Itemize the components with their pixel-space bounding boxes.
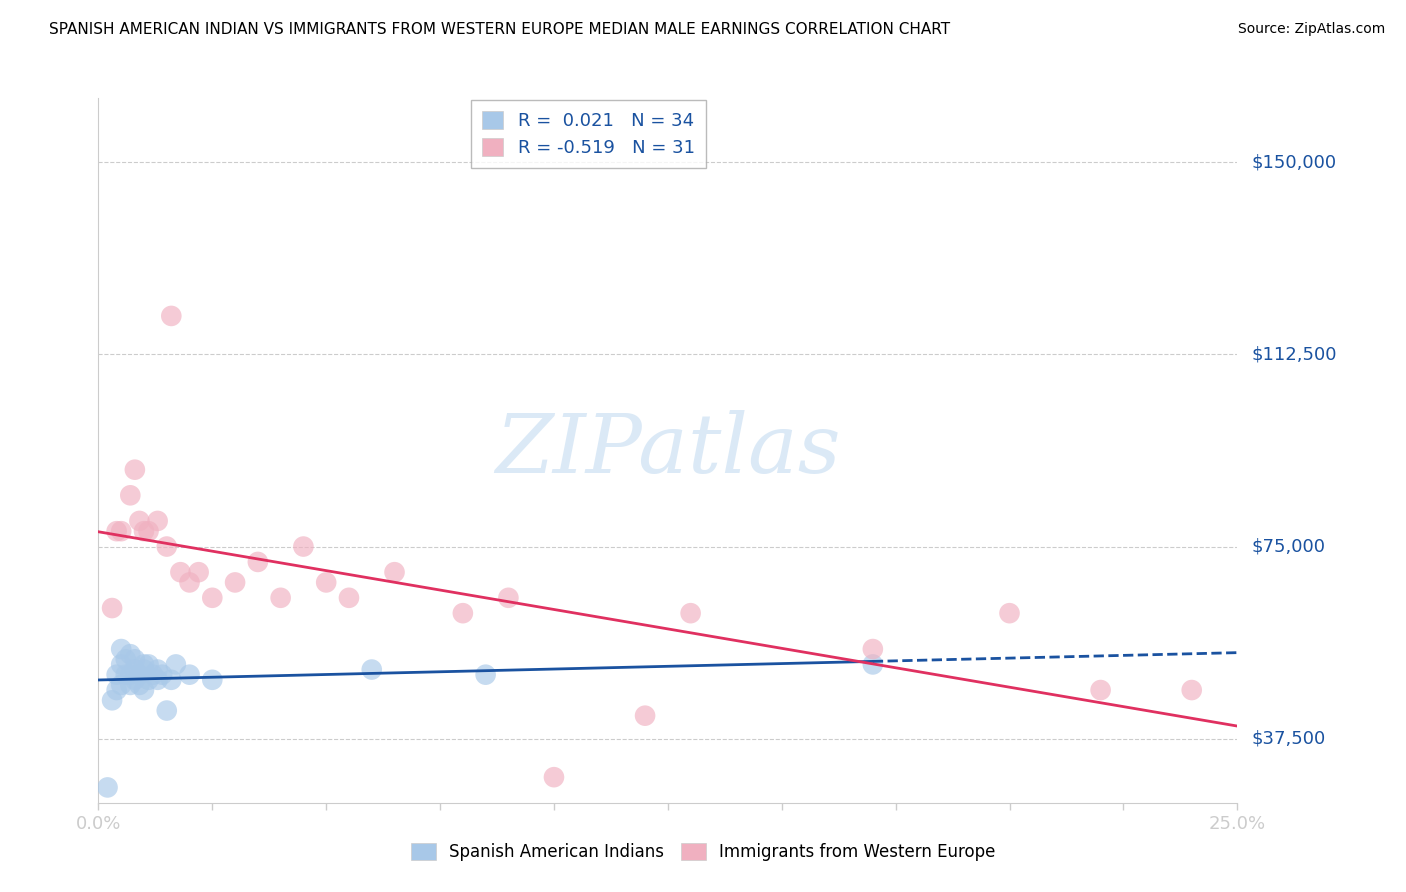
Point [96, 780, 118, 795]
Point [169, 565, 191, 579]
Point [120, 647, 142, 661]
Point [105, 524, 128, 538]
Point [132, 657, 155, 672]
Point [179, 667, 201, 681]
Point [634, 708, 657, 723]
Point [138, 673, 160, 687]
Point [105, 683, 128, 698]
Point [292, 540, 315, 554]
Legend: Spanish American Indians, Immigrants from Western Europe: Spanish American Indians, Immigrants fro… [404, 836, 1002, 868]
Point [862, 657, 884, 672]
Point [1181, 683, 1204, 698]
Point [224, 575, 246, 590]
Point [156, 540, 179, 554]
Point [124, 663, 146, 677]
Point [862, 642, 884, 657]
Point [201, 591, 224, 605]
Text: $75,000: $75,000 [1251, 538, 1326, 556]
Point [451, 606, 474, 620]
Point [1090, 683, 1112, 698]
Point [165, 657, 187, 672]
Text: $150,000: $150,000 [1251, 153, 1336, 171]
Point [105, 667, 128, 681]
Point [120, 667, 142, 681]
Point [360, 663, 382, 677]
Point [315, 575, 337, 590]
Point [179, 575, 201, 590]
Point [384, 565, 406, 579]
Point [160, 309, 183, 323]
Point [132, 524, 155, 538]
Text: $112,500: $112,500 [1251, 345, 1337, 363]
Point [114, 667, 136, 681]
Point [679, 606, 702, 620]
Point [998, 606, 1021, 620]
Point [201, 673, 224, 687]
Text: ZIPatlas: ZIPatlas [495, 410, 841, 491]
Point [146, 673, 169, 687]
Point [246, 555, 269, 569]
Point [132, 663, 155, 677]
Point [128, 667, 150, 681]
Point [543, 770, 565, 784]
Point [156, 704, 179, 718]
Point [132, 683, 155, 698]
Point [110, 678, 132, 692]
Point [270, 591, 292, 605]
Point [101, 601, 124, 615]
Text: $37,500: $37,500 [1251, 730, 1326, 747]
Point [128, 514, 150, 528]
Text: SPANISH AMERICAN INDIAN VS IMMIGRANTS FROM WESTERN EUROPE MEDIAN MALE EARNINGS C: SPANISH AMERICAN INDIAN VS IMMIGRANTS FR… [49, 22, 950, 37]
Point [120, 488, 142, 502]
Point [138, 657, 160, 672]
Point [187, 565, 209, 579]
Point [110, 642, 132, 657]
Point [474, 667, 496, 681]
Point [146, 514, 169, 528]
Point [150, 667, 173, 681]
Point [124, 673, 146, 687]
Legend: R =  0.021   N = 34, R = -0.519   N = 31: R = 0.021 N = 34, R = -0.519 N = 31 [471, 100, 706, 168]
Point [128, 678, 150, 692]
Point [160, 673, 183, 687]
Point [110, 524, 132, 538]
Point [110, 657, 132, 672]
Text: Source: ZipAtlas.com: Source: ZipAtlas.com [1237, 22, 1385, 37]
Point [142, 667, 165, 681]
Point [498, 591, 520, 605]
Point [146, 663, 169, 677]
Point [114, 652, 136, 666]
Point [120, 678, 142, 692]
Point [124, 652, 146, 666]
Point [124, 463, 146, 477]
Point [337, 591, 360, 605]
Point [101, 693, 124, 707]
Point [138, 524, 160, 538]
